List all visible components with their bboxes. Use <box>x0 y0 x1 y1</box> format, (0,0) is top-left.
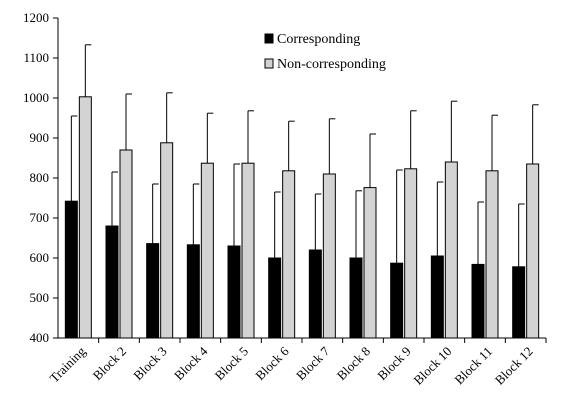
y-tick-label: 1100 <box>23 50 49 65</box>
bar-corresponding <box>471 263 485 339</box>
y-tick-label: 1000 <box>23 90 49 105</box>
chart-legend: Corresponding Non-corresponding <box>264 32 386 72</box>
category-label: Block 9 <box>374 344 413 383</box>
bar-non-corresponding <box>485 170 499 339</box>
bar-non-corresponding <box>404 168 418 339</box>
bar-corresponding <box>146 243 160 339</box>
category-label: Block 10 <box>410 344 454 388</box>
category-label: Block 8 <box>334 344 373 383</box>
bar-non-corresponding <box>160 142 174 339</box>
category-label: Block 7 <box>293 343 333 383</box>
category-label: Training <box>47 343 89 385</box>
y-tick-label: 800 <box>30 170 50 185</box>
bar-non-corresponding <box>322 173 336 339</box>
category-label: Block 3 <box>130 344 169 383</box>
bar-corresponding <box>227 245 241 339</box>
bar-corresponding <box>64 200 78 339</box>
y-tick-label: 1200 <box>23 10 49 25</box>
bar-corresponding <box>390 262 404 339</box>
category-label: Block 4 <box>171 343 211 383</box>
bar-corresponding <box>268 257 282 339</box>
legend-swatch-corresponding <box>264 33 274 44</box>
bar-non-corresponding <box>363 187 377 339</box>
bar-corresponding <box>349 257 363 339</box>
bar-corresponding <box>430 255 444 339</box>
category-labels: Training Block 2 Block 3 Block 4 Block 5 Bloc… <box>47 343 536 387</box>
bar-corresponding <box>186 244 200 339</box>
y-tick-label: 700 <box>30 210 50 225</box>
legend-swatch-non-corresponding <box>264 58 274 69</box>
category-label: Block 11 <box>451 344 495 388</box>
bar-non-corresponding <box>119 149 133 339</box>
category-label: Block 2 <box>90 344 129 383</box>
bar-corresponding <box>512 266 526 339</box>
y-tick-label: 900 <box>30 130 50 145</box>
y-tick-label: 400 <box>30 330 50 345</box>
bar-non-corresponding <box>282 170 296 339</box>
category-label: Block 12 <box>492 344 536 388</box>
bar-non-corresponding <box>444 161 458 339</box>
y-tick-label: 500 <box>30 290 50 305</box>
chart-bars <box>64 44 540 339</box>
chart-axes: 400 500 600 700 800 900 1000 1100 1200 <box>23 10 547 345</box>
bar-non-corresponding <box>526 163 540 339</box>
bar-corresponding <box>105 225 119 339</box>
y-tick-label: 600 <box>30 250 50 265</box>
bar-non-corresponding <box>241 162 255 339</box>
legend-label-corresponding: Corresponding <box>277 32 360 47</box>
bar-non-corresponding <box>200 162 214 339</box>
category-label: Block 6 <box>252 343 292 383</box>
category-label: Block 5 <box>212 344 251 383</box>
bar-corresponding <box>308 249 322 339</box>
bar-non-corresponding <box>78 96 92 339</box>
legend-label-non-corresponding: Non-corresponding <box>277 57 386 72</box>
